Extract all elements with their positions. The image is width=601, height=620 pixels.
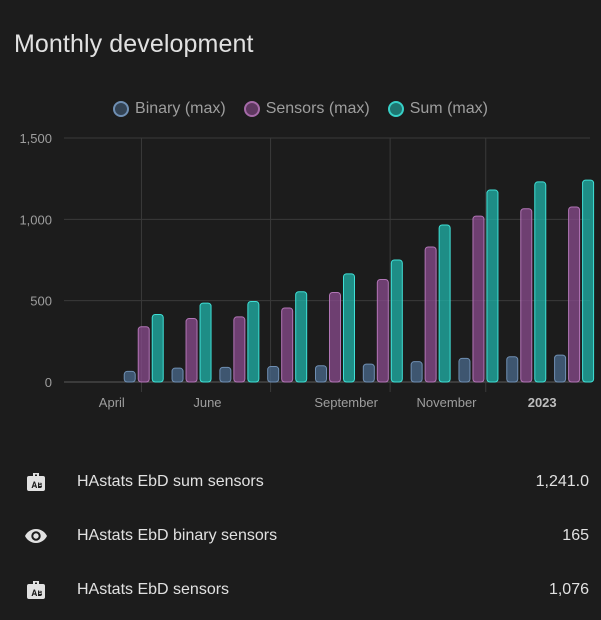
entity-row-sensors[interactable]: HAstats EbD sensors 1,076 [0, 570, 601, 610]
entity-state: 165 [562, 527, 589, 544]
y-tick-label: 1,000 [19, 212, 52, 227]
bar-binary [267, 366, 280, 383]
bar-sum [199, 302, 212, 383]
legend-item-sum[interactable]: Sum (max) [387, 100, 488, 118]
alphabet-box-icon [27, 473, 45, 491]
bar-sensors [329, 292, 341, 383]
bar-binary [315, 365, 327, 383]
bar-sum [486, 189, 499, 383]
bar-binary [219, 366, 232, 383]
entity-row-sum-sensors[interactable]: HAstats EbD sum sensors 1,241.0 [0, 462, 601, 502]
bar-binary [410, 361, 423, 383]
x-tick-label: September [314, 395, 378, 410]
legend-dot-sum [387, 101, 404, 117]
entity-name: HAstats EbD binary sensors [77, 527, 278, 544]
chart-legend: Binary (max) Sensors (max) Sum (max) [0, 100, 601, 118]
legend-item-binary[interactable]: Binary (max) [113, 100, 226, 118]
bar-sum [534, 181, 547, 383]
bar-binary [554, 354, 567, 383]
y-tick-label: 0 [45, 375, 52, 390]
bar-sensors [185, 318, 198, 383]
y-tick-label: 1,500 [19, 131, 52, 146]
bar-sum [390, 259, 403, 383]
bar-sum [343, 273, 355, 383]
bar-binary [123, 370, 136, 383]
bar-binary [362, 363, 375, 383]
legend-dot-sensors [243, 101, 260, 117]
bar-sum [247, 300, 260, 383]
bar-sum [151, 313, 164, 383]
y-tick-label: 500 [30, 294, 52, 309]
legend-label-sum: Sum (max) [409, 100, 488, 117]
entity-state: 1,241.0 [535, 473, 589, 490]
bar-sensors [472, 215, 485, 383]
bar-sensors [137, 326, 150, 383]
x-tick-label: 2023 [528, 395, 557, 410]
entity-name: HAstats EbD sum sensors [77, 473, 264, 490]
bar-sensors [281, 307, 294, 383]
bar-sensors [233, 316, 246, 383]
bar-binary [458, 357, 471, 383]
alphabet-box-icon [27, 581, 45, 599]
bar-sensors [568, 206, 581, 383]
bar-sum [295, 291, 308, 383]
bar-sensors [520, 208, 533, 383]
bar-sum [438, 224, 451, 383]
bar-sensors [376, 279, 389, 383]
legend-label-sensors: Sensors (max) [265, 100, 370, 117]
eye-icon [25, 529, 47, 543]
x-tick-label: November [417, 395, 478, 410]
entity-state: 1,076 [548, 581, 589, 598]
entity-name: HAstats EbD sensors [77, 581, 230, 598]
x-tick-label: April [99, 395, 125, 410]
legend-item-sensors[interactable]: Sensors (max) [243, 100, 370, 118]
bar-sensors [424, 246, 437, 383]
entity-row-binary-sensors[interactable]: HAstats EbD binary sensors 165 [0, 516, 601, 556]
card-title: Monthly development [14, 30, 254, 58]
bar-binary [506, 356, 519, 383]
bar-sum [582, 179, 595, 383]
legend-label-binary: Binary (max) [135, 100, 226, 117]
x-tick-label: June [193, 395, 221, 410]
bar-binary [171, 367, 184, 383]
legend-dot-binary [113, 101, 130, 117]
bar-chart: 0 500 1,000 1,500 April June September November… [19, 131, 595, 410]
